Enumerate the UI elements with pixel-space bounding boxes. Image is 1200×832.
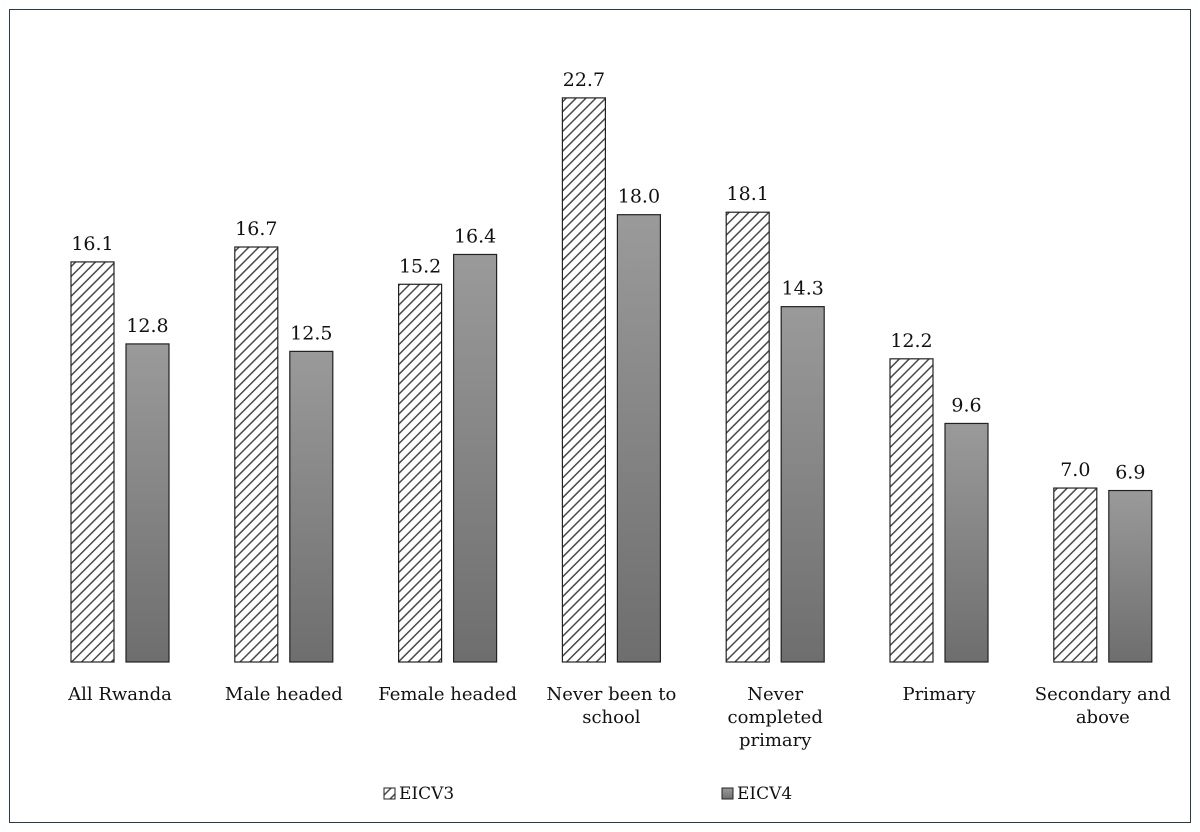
category-label-secondary-and-above: Secondary and above xyxy=(1035,684,1171,728)
legend-swatch-eicv3 xyxy=(383,787,396,800)
bar-eicv4-female-headed xyxy=(453,253,498,663)
category-label-male-headed: Male headed xyxy=(225,684,343,705)
value-label-eicv4-never-completed-primary: 14.3 xyxy=(782,278,824,300)
bar-eicv3-male-headed xyxy=(234,246,279,663)
category-label-never-completed-primary: Never completed primary xyxy=(728,684,823,751)
bar-eicv3-female-headed xyxy=(398,283,443,663)
category-label-primary: Primary xyxy=(902,684,976,705)
value-label-eicv4-female-headed: 16.4 xyxy=(454,225,496,247)
bar-eicv4-never-completed-primary xyxy=(780,306,825,663)
value-label-eicv3-secondary-and-above: 7.0 xyxy=(1060,459,1090,481)
category-labels-group: All Rwanda Male headed Female headed Never … xyxy=(67,684,1171,751)
bar-eicv3-never-completed-primary xyxy=(725,211,770,663)
legend-label-eicv3: EICV3 xyxy=(399,784,454,804)
legend: EICV3 EICV4 xyxy=(383,784,792,804)
value-label-eicv4-primary: 9.6 xyxy=(951,394,981,416)
value-label-eicv4-male-headed: 12.5 xyxy=(290,322,332,344)
value-label-eicv4-all-rwanda: 12.8 xyxy=(126,315,168,337)
value-label-eicv3-all-rwanda: 16.1 xyxy=(71,233,113,255)
bar-eicv3-all-rwanda xyxy=(70,261,115,663)
bar-eicv3-primary xyxy=(889,358,934,663)
bar-eicv3-never-been-to-school xyxy=(561,97,607,663)
legend-label-eicv4: EICV4 xyxy=(737,784,792,804)
value-label-eicv3-male-headed: 16.7 xyxy=(235,218,277,240)
bar-eicv3-secondary-and-above xyxy=(1053,487,1098,663)
value-labels-group: 16.1 12.8 16.7 12.5 15.2 16.4 22.7 18.0 18.1 14.3… xyxy=(71,69,1145,484)
value-label-eicv4-never-been-to-school: 18.0 xyxy=(618,186,660,208)
value-label-eicv3-female-headed: 15.2 xyxy=(399,255,441,277)
value-label-eicv3-never-completed-primary: 18.1 xyxy=(727,183,769,205)
value-label-eicv3-never-been-to-school: 22.7 xyxy=(563,69,605,91)
bar-eicv4-secondary-and-above xyxy=(1108,489,1153,663)
value-label-eicv4-secondary-and-above: 6.9 xyxy=(1115,462,1145,484)
bar-eicv4-never-been-to-school xyxy=(616,214,662,663)
category-label-female-headed: Female headed xyxy=(378,684,517,705)
bar-eicv4-all-rwanda xyxy=(125,343,170,663)
category-label-never-been-to-school: Never been to school xyxy=(547,684,677,728)
legend-swatch-eicv4 xyxy=(721,787,734,800)
category-label-all-rwanda: All Rwanda xyxy=(67,684,172,705)
bars-group xyxy=(70,97,1153,663)
bar-eicv4-primary xyxy=(944,422,989,663)
value-label-eicv3-primary: 12.2 xyxy=(890,330,932,352)
bar-eicv4-male-headed xyxy=(289,350,334,663)
